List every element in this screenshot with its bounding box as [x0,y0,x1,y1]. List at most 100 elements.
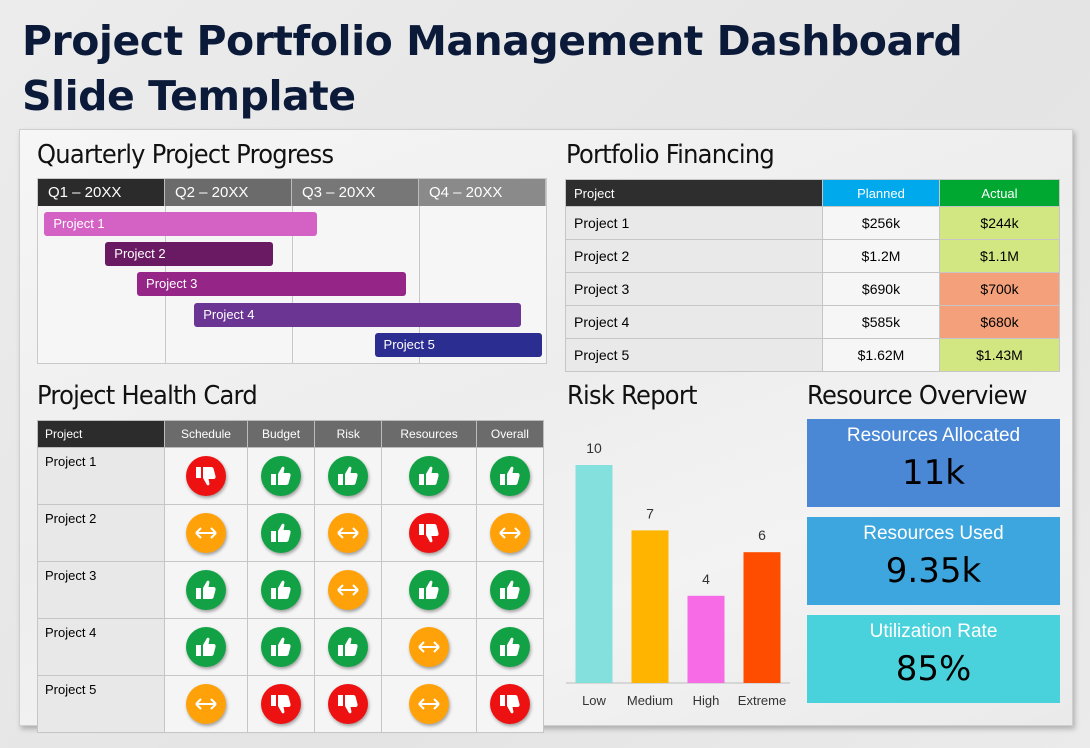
quarterly-progress-title: Quarterly Project Progress [37,140,334,170]
health-cell-budget [246,504,316,562]
health-row: Project 5 [37,675,545,733]
health-cell-overall [475,618,545,676]
thumbs-up-icon [185,627,226,667]
thumbs-up-icon [409,456,450,496]
quarter-header-1: Q1 – 20XX [38,179,165,206]
health-row: Project 3 [37,561,545,619]
resource-card-value: 85% [895,649,972,689]
health-cell-schedule [164,675,248,733]
double-arrow-icon [489,513,530,553]
health-cell-schedule [164,561,248,619]
financing-project-name: Project 4 [565,305,823,339]
health-cell-risk [314,561,383,619]
financing-header-planned: Planned [822,179,940,207]
financing-table: Project Planned Actual Project 1 $256k $24… [565,179,1060,372]
risk-x-tick-label: Extreme [738,693,786,708]
thumbs-down-icon [261,684,302,724]
resource-card-label: Utilization Rate [869,621,998,642]
risk-x-tick-label: High [693,693,720,708]
thumbs-up-icon [489,570,530,610]
risk-data-label: 10 [586,440,602,456]
portfolio-financing-title: Portfolio Financing [566,140,775,170]
risk-data-label: 7 [646,505,654,521]
gantt-chart: Q1 – 20XX Q2 – 20XX Q3 – 20XX Q4 – 20XX Pro… [37,178,547,364]
financing-row: Project 4 $585k $680k [565,305,1060,339]
double-arrow-icon [185,684,226,724]
health-cell-risk [314,504,383,562]
financing-actual-value: $244k [939,206,1060,240]
gantt-body: Project 1 Project 2 Project 3 Project 4 Proj… [38,206,546,363]
health-cell-schedule [164,618,248,676]
financing-actual-value: $1.1M [939,239,1060,273]
financing-header-project: Project [565,179,823,207]
health-cell-budget [246,447,316,505]
quarter-header-4: Q4 – 20XX [419,179,546,206]
thumbs-up-icon [328,627,369,667]
quarter-header-2: Q2 – 20XX [165,179,292,206]
thumbs-up-icon [489,456,530,496]
risk-report-title: Risk Report [567,381,698,411]
double-arrow-icon [409,627,450,667]
health-header-budget: Budget [246,420,316,448]
financing-planned-value: $585k [822,305,940,339]
financing-planned-value: $1.2M [822,239,940,273]
health-project-name: Project 2 [37,504,165,562]
health-cell-risk [314,675,383,733]
health-cell-resources [381,561,477,619]
health-cell-schedule [164,504,248,562]
health-header-overall: Overall [475,420,545,448]
health-header-row: Project Schedule Budget Risk Resources Overal… [37,420,545,448]
quarter-header-3: Q3 – 20XX [292,179,419,206]
thumbs-up-icon [261,570,302,610]
thumbs-up-icon [261,627,302,667]
health-cell-resources [381,675,477,733]
thumbs-up-icon [261,513,302,553]
financing-row: Project 2 $1.2M $1.1M [565,239,1060,273]
financing-planned-value: $1.62M [822,338,940,372]
thumbs-up-icon [185,570,226,610]
health-cell-overall [475,447,545,505]
financing-actual-value: $680k [939,305,1060,339]
resource-card-utilization-rate: Utilization Rate 85% [807,615,1060,703]
financing-row: Project 1 $256k $244k [565,206,1060,240]
health-header-schedule: Schedule [164,420,248,448]
gantt-bar-project-5: Project 5 [374,332,543,357]
health-header-project: Project [37,420,165,448]
double-arrow-icon [185,513,226,553]
resource-card-value: 9.35k [885,551,982,591]
thumbs-up-icon [261,456,302,496]
financing-project-name: Project 2 [565,239,823,273]
health-cell-budget [246,675,316,733]
health-table: Project Schedule Budget Risk Resources Overal… [37,420,545,733]
resource-overview-title: Resource Overview [807,381,1028,411]
health-cell-budget [246,561,316,619]
gantt-bar-project-4: Project 4 [194,302,521,327]
health-header-risk: Risk [314,420,383,448]
risk-x-tick-label: Medium [627,693,673,708]
risk-data-label: 6 [758,527,766,543]
risk-bar-medium [631,530,669,683]
health-cell-schedule [164,447,248,505]
health-cell-overall [475,561,545,619]
gantt-header: Q1 – 20XX Q2 – 20XX Q3 – 20XX Q4 – 20XX [38,179,546,206]
health-cell-resources [381,504,477,562]
gantt-bar-project-3: Project 3 [137,272,407,297]
thumbs-down-icon [409,513,450,553]
health-cell-overall [475,675,545,733]
financing-header-actual: Actual [939,179,1060,207]
health-project-name: Project 1 [37,447,165,505]
health-row: Project 4 [37,618,545,676]
health-card-title: Project Health Card [37,381,258,411]
quarter-divider [419,206,420,363]
resource-card-label: Resources Allocated [846,425,1021,446]
health-cell-resources [381,618,477,676]
health-row: Project 1 [37,447,545,505]
double-arrow-icon [409,684,450,724]
resource-card-resources-used: Resources Used 9.35k [807,517,1060,605]
health-cell-overall [475,504,545,562]
financing-row: Project 5 $1.62M $1.43M [565,338,1060,372]
risk-bar-chart: 10 Low 7 Medium 4 High 6 Extreme [566,440,790,708]
health-project-name: Project 4 [37,618,165,676]
financing-project-name: Project 5 [565,338,823,372]
health-row: Project 2 [37,504,545,562]
